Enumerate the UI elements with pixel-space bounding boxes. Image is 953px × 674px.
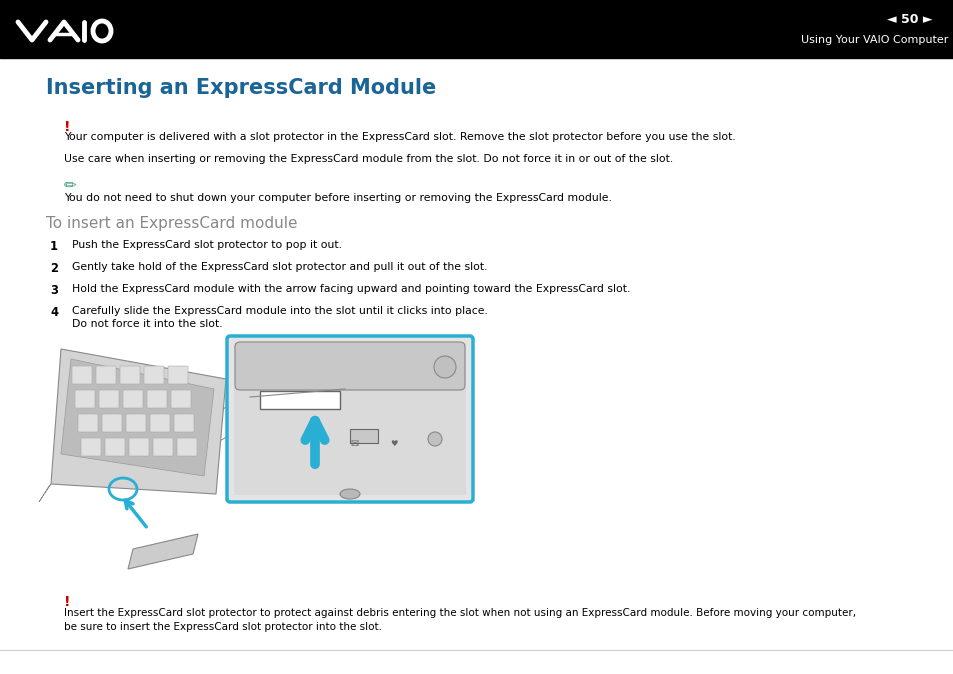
Text: Carefully slide the ExpressCard module into the slot until it clicks into place.: Carefully slide the ExpressCard module i… — [71, 306, 487, 329]
FancyBboxPatch shape — [234, 342, 464, 390]
FancyBboxPatch shape — [120, 366, 140, 384]
Text: 2: 2 — [50, 262, 58, 275]
Text: To insert an ExpressCard module: To insert an ExpressCard module — [46, 216, 297, 231]
FancyBboxPatch shape — [152, 438, 172, 456]
Text: Insert the ExpressCard slot protector to protect against debris entering the slo: Insert the ExpressCard slot protector to… — [64, 608, 855, 632]
Bar — [233, 343, 465, 495]
FancyBboxPatch shape — [96, 366, 116, 384]
Text: 4: 4 — [50, 306, 58, 319]
Ellipse shape — [434, 356, 456, 378]
Polygon shape — [39, 484, 51, 502]
Polygon shape — [51, 349, 226, 494]
Text: !: ! — [64, 595, 71, 609]
FancyBboxPatch shape — [168, 366, 188, 384]
FancyBboxPatch shape — [105, 438, 125, 456]
FancyBboxPatch shape — [102, 414, 122, 432]
FancyBboxPatch shape — [126, 414, 146, 432]
Text: Gently take hold of the ExpressCard slot protector and pull it out of the slot.: Gently take hold of the ExpressCard slot… — [71, 262, 487, 272]
Text: Inserting an ExpressCard Module: Inserting an ExpressCard Module — [46, 78, 436, 98]
Bar — [350, 429, 377, 443]
Text: Hold the ExpressCard module with the arrow facing upward and pointing toward the: Hold the ExpressCard module with the arr… — [71, 284, 630, 294]
FancyBboxPatch shape — [123, 390, 143, 408]
Text: 3: 3 — [50, 284, 58, 297]
FancyBboxPatch shape — [129, 438, 149, 456]
Text: Use care when inserting or removing the ExpressCard module from the slot. Do not: Use care when inserting or removing the … — [64, 154, 673, 164]
Text: ♥: ♥ — [390, 439, 397, 448]
Bar — [260, 391, 339, 409]
FancyBboxPatch shape — [71, 366, 91, 384]
FancyBboxPatch shape — [78, 414, 98, 432]
FancyBboxPatch shape — [150, 414, 170, 432]
Text: Push the ExpressCard slot protector to pop it out.: Push the ExpressCard slot protector to p… — [71, 240, 341, 250]
Text: ◄ 50 ►: ◄ 50 ► — [886, 13, 932, 26]
Text: !: ! — [64, 120, 71, 134]
FancyBboxPatch shape — [171, 390, 191, 408]
FancyBboxPatch shape — [81, 438, 101, 456]
FancyBboxPatch shape — [177, 438, 196, 456]
Ellipse shape — [428, 432, 441, 446]
Text: Using Your VAIO Computer: Using Your VAIO Computer — [800, 35, 947, 45]
FancyBboxPatch shape — [75, 390, 95, 408]
Bar — [0, 0, 953, 58]
Text: 1: 1 — [50, 240, 58, 253]
FancyBboxPatch shape — [99, 390, 119, 408]
Text: You do not need to shut down your computer before inserting or removing the Expr: You do not need to shut down your comput… — [64, 193, 611, 203]
Ellipse shape — [339, 489, 359, 499]
FancyBboxPatch shape — [173, 414, 193, 432]
FancyBboxPatch shape — [147, 390, 167, 408]
Text: ✉: ✉ — [350, 439, 357, 449]
Text: ✏: ✏ — [64, 178, 76, 193]
Polygon shape — [128, 534, 198, 569]
FancyBboxPatch shape — [227, 336, 473, 502]
Text: Your computer is delivered with a slot protector in the ExpressCard slot. Remove: Your computer is delivered with a slot p… — [64, 132, 735, 142]
Polygon shape — [61, 359, 213, 476]
FancyBboxPatch shape — [144, 366, 164, 384]
